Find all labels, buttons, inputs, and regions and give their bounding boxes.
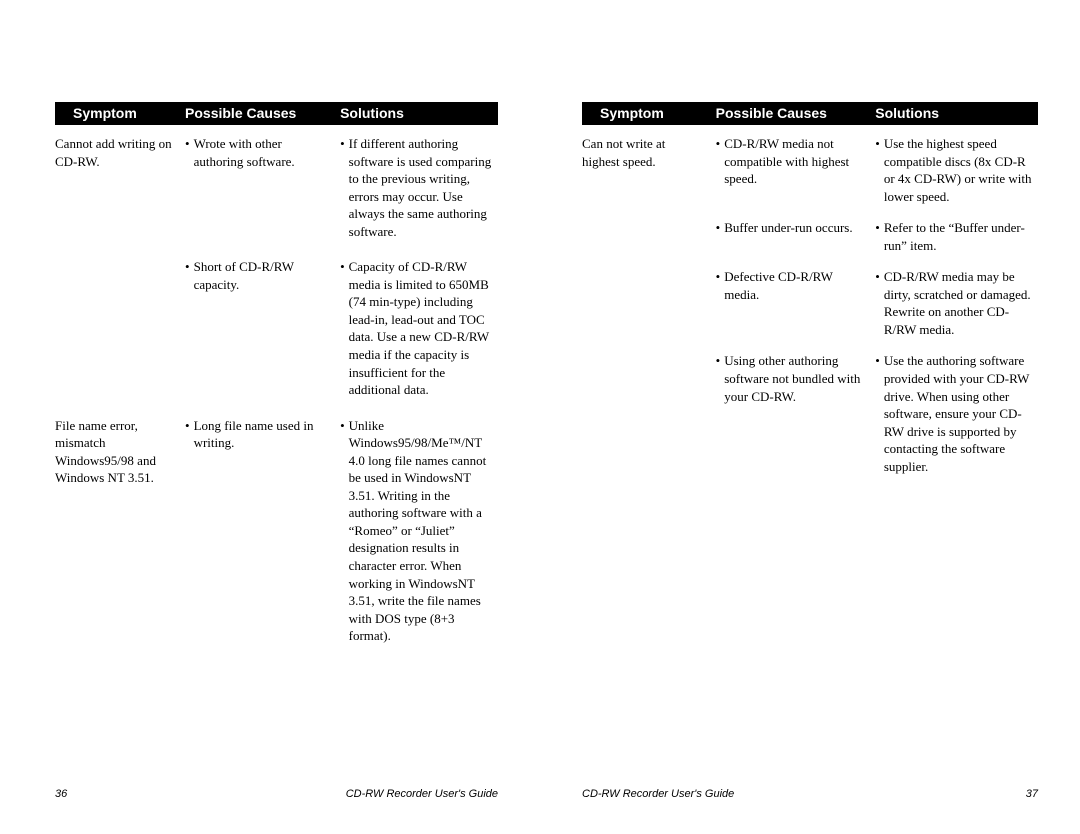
- header-solutions: Solutions: [869, 102, 1038, 125]
- table-row: Cannot add writing on CD-RW. •Wrote with…: [55, 125, 498, 240]
- footer-left: 36 CD-RW Recorder User's Guide: [55, 788, 498, 800]
- solution-cell: •Use the authoring software provided wit…: [869, 338, 1038, 475]
- cause-cell: •Short of CD-R/RW capacity.: [179, 240, 334, 398]
- table-row: •Short of CD-R/RW capacity. •Capacity of…: [55, 240, 498, 398]
- page-number: 37: [810, 788, 1038, 800]
- cause-cell: •Using other authoring software not bund…: [710, 338, 870, 475]
- cause-cell: •CD-R/RW media not compatible with highe…: [710, 125, 870, 205]
- solution-cell: •Use the highest speed compatible discs …: [869, 125, 1038, 205]
- table-row: •Using other authoring software not bund…: [582, 338, 1038, 475]
- symptom-cell: [55, 240, 179, 398]
- symptom-cell: [582, 338, 710, 475]
- solution-cell: •CD-R/RW media may be dirty, scratched o…: [869, 254, 1038, 338]
- troubleshooting-table-right: Symptom Possible Causes Solutions Can no…: [582, 102, 1038, 475]
- header-causes: Possible Causes: [179, 102, 334, 125]
- cause-cell: •Wrote with other authoring software.: [179, 125, 334, 240]
- header-solutions: Solutions: [334, 102, 498, 125]
- cause-cell: •Buffer under-run occurs.: [710, 205, 870, 254]
- symptom-cell: [582, 254, 710, 338]
- solution-cell: •Unlike Windows95/98/Me™/NT 4.0 long fil…: [334, 399, 498, 645]
- page-right: Symptom Possible Causes Solutions Can no…: [540, 0, 1080, 834]
- solution-cell: •Refer to the “Buffer under-run” item.: [869, 205, 1038, 254]
- solution-cell: •If different authoring software is used…: [334, 125, 498, 240]
- troubleshooting-table-left: Symptom Possible Causes Solutions Cannot…: [55, 102, 498, 645]
- page-number: 36: [55, 788, 67, 800]
- footer-right: CD-RW Recorder User's Guide 37: [582, 788, 1038, 800]
- page-left: Symptom Possible Causes Solutions Cannot…: [0, 0, 540, 834]
- symptom-cell: Can not write at highest speed.: [582, 125, 710, 205]
- cause-cell: •Long file name used in writing.: [179, 399, 334, 645]
- solution-cell: •Capacity of CD-R/RW media is limited to…: [334, 240, 498, 398]
- footer-guide: CD-RW Recorder User's Guide: [582, 788, 810, 800]
- page-spread: Symptom Possible Causes Solutions Cannot…: [0, 0, 1080, 834]
- table-row: File name error, mismatch Windows95/98 a…: [55, 399, 498, 645]
- table-row: •Defective CD-R/RW media. •CD-R/RW media…: [582, 254, 1038, 338]
- header-symptom: Symptom: [582, 102, 710, 125]
- symptom-cell: [582, 205, 710, 254]
- cause-cell: •Defective CD-R/RW media.: [710, 254, 870, 338]
- symptom-cell: File name error, mismatch Windows95/98 a…: [55, 399, 179, 645]
- symptom-cell: Cannot add writing on CD-RW.: [55, 125, 179, 240]
- header-symptom: Symptom: [55, 102, 179, 125]
- table-row: •Buffer under-run occurs. •Refer to the …: [582, 205, 1038, 254]
- table-row: Can not write at highest speed. •CD-R/RW…: [582, 125, 1038, 205]
- header-causes: Possible Causes: [710, 102, 870, 125]
- footer-guide: CD-RW Recorder User's Guide: [67, 788, 498, 800]
